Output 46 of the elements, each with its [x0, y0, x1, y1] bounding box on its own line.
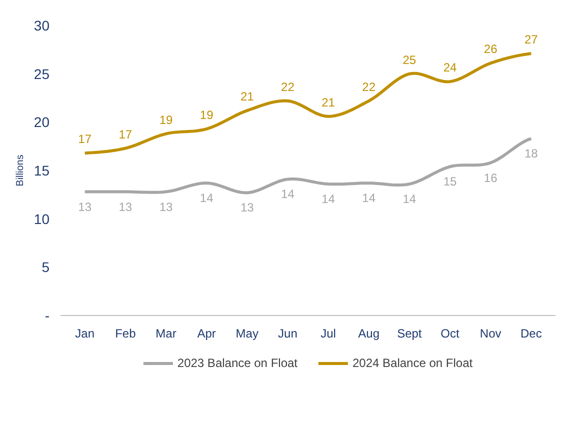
- data-label: 14: [322, 192, 336, 206]
- data-label: 25: [402, 52, 416, 67]
- data-label: 13: [240, 200, 254, 215]
- data-label: 13: [159, 200, 173, 214]
- data-label: 14: [402, 192, 416, 206]
- x-tick-label: Apr: [197, 326, 216, 340]
- x-tick-label: Nov: [480, 326, 502, 340]
- data-label: 14: [200, 191, 214, 206]
- data-label: 22: [362, 80, 376, 94]
- x-tick-label: May: [236, 326, 258, 340]
- x-tick-label: Mar: [156, 326, 176, 340]
- data-label: 19: [200, 108, 214, 122]
- data-label: 18: [524, 146, 538, 161]
- y-tick-label: 25: [34, 66, 50, 82]
- y-tick-label: 30: [34, 18, 50, 34]
- y-tick-label: 15: [34, 162, 50, 178]
- data-label: 19: [159, 112, 173, 127]
- x-tick-label: Sept: [397, 326, 422, 340]
- x-tick-label: Dec: [520, 326, 542, 340]
- data-label: 26: [484, 42, 498, 56]
- x-tick-label: Oct: [440, 326, 460, 340]
- data-label: 22: [281, 80, 295, 94]
- data-label: 13: [118, 200, 132, 214]
- x-tick-label: Jan: [75, 326, 95, 340]
- y-tick-label: 10: [34, 210, 50, 227]
- y-axis-title: Billions: [14, 154, 26, 186]
- data-label: 17: [118, 127, 132, 142]
- data-label: 15: [443, 174, 458, 189]
- y-tick-label: -: [44, 308, 50, 324]
- data-label: 13: [78, 200, 92, 214]
- y-tick-label: 5: [42, 259, 50, 276]
- legend-label: 2024 Balance on Float: [352, 356, 473, 370]
- data-label: 24: [443, 60, 458, 75]
- data-label: 14: [362, 191, 376, 206]
- data-label: 14: [281, 187, 295, 202]
- x-tick-label: Feb: [115, 326, 136, 340]
- x-tick-label: Aug: [358, 326, 380, 340]
- data-label: 21: [322, 95, 336, 110]
- data-label: 17: [78, 132, 92, 146]
- data-label: 27: [524, 32, 538, 47]
- legend-label: 2023 Balance on Float: [177, 356, 298, 370]
- y-tick-label: 20: [34, 114, 50, 130]
- data-label: 21: [240, 90, 254, 104]
- x-tick-label: Jul: [320, 326, 336, 340]
- data-label: 16: [484, 170, 498, 185]
- x-tick-label: Jun: [278, 326, 298, 340]
